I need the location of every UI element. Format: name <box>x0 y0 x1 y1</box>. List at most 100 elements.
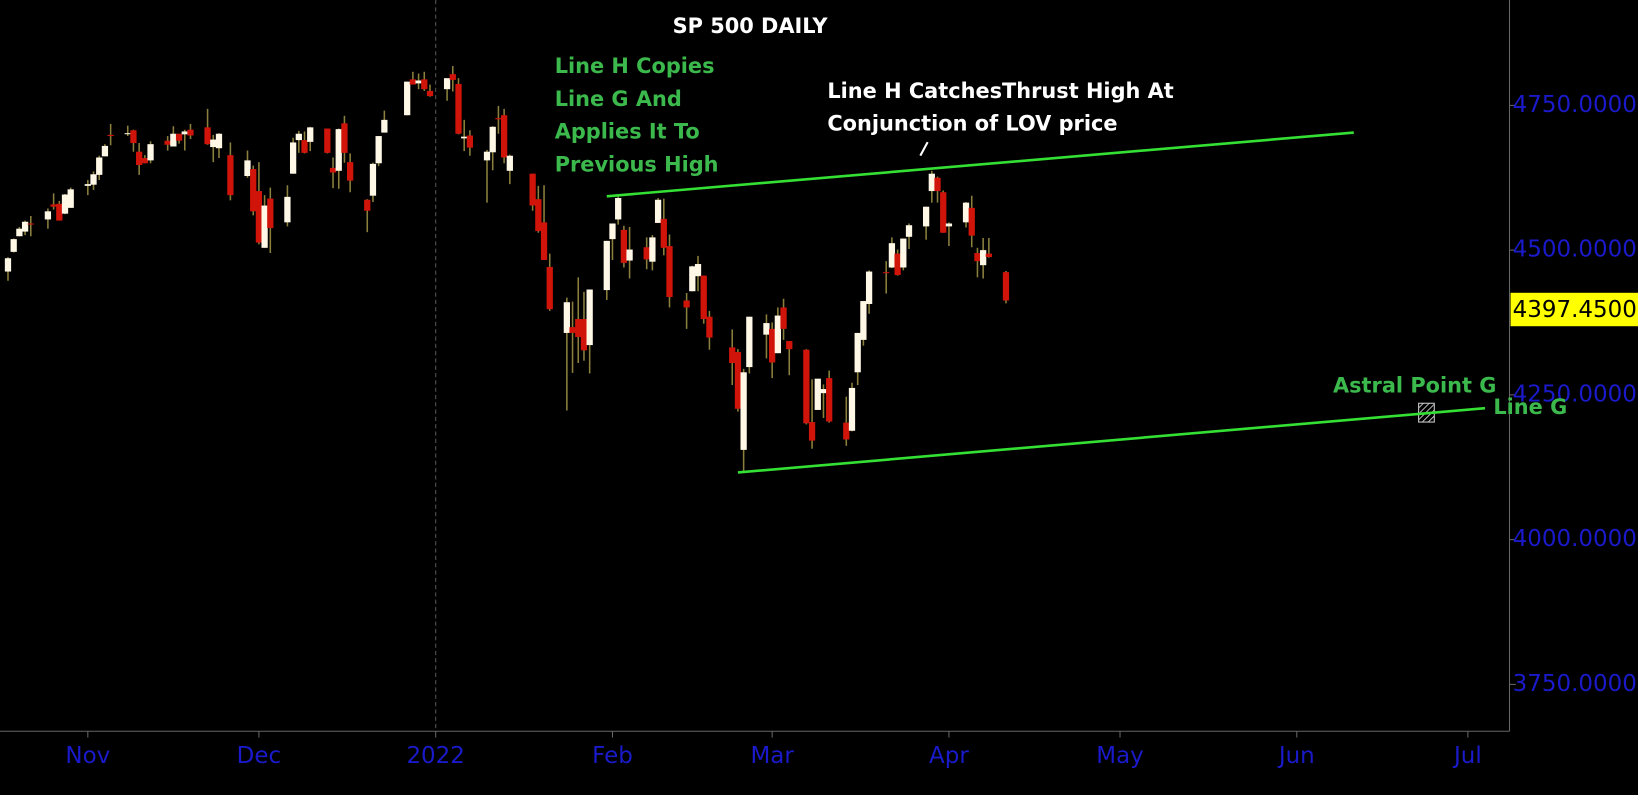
trendline <box>737 406 1486 474</box>
annotation: Line G And <box>555 87 682 111</box>
candle-body <box>1002 272 1010 301</box>
candle-body <box>329 167 337 173</box>
candle-body <box>307 127 314 142</box>
candle-body <box>922 206 930 227</box>
candle-body <box>21 221 29 232</box>
candle-body <box>175 133 183 141</box>
candle-body <box>101 145 109 157</box>
candle-body <box>786 341 793 350</box>
candle-body <box>181 131 188 135</box>
candle-body <box>620 229 628 263</box>
x-tick-label: Dec <box>237 743 281 769</box>
candle-body <box>227 155 234 196</box>
candle-body <box>980 250 987 266</box>
candle-body <box>130 130 137 144</box>
annotation: Conjunction of LOV price <box>827 111 1117 135</box>
candle-body <box>483 151 491 161</box>
candle-body <box>187 129 194 136</box>
candle-body <box>170 133 177 147</box>
candle-body <box>569 327 576 333</box>
candle-body <box>706 316 713 338</box>
annotation: Line H CatchesThrust High At <box>827 79 1173 103</box>
candle-body <box>746 316 753 368</box>
candle-body <box>381 119 388 133</box>
candle-body <box>255 191 263 243</box>
candle-body <box>455 83 462 134</box>
candle-body <box>210 139 217 148</box>
candle-body <box>968 207 975 236</box>
candle-body <box>763 323 770 335</box>
annotation: Applies It To <box>555 120 700 144</box>
candle-body <box>500 115 508 158</box>
candle-body <box>734 352 742 409</box>
candle-body <box>540 222 548 260</box>
candle-body <box>404 81 411 116</box>
candle-body <box>301 140 308 153</box>
last-price-label: 4397.4500 <box>1513 297 1637 323</box>
candle-body <box>848 387 856 431</box>
candle-body <box>107 134 114 137</box>
candle-body <box>295 133 302 141</box>
candle-body <box>803 349 810 424</box>
candle-body <box>683 300 690 308</box>
candle-body <box>609 223 616 240</box>
candle-body <box>289 142 297 174</box>
x-tick-label: Jul <box>1452 743 1482 769</box>
candle-body <box>204 127 211 145</box>
candle-body <box>27 223 34 225</box>
candle-body <box>660 218 667 248</box>
candle-body <box>940 192 947 233</box>
annotation: Astral Point G <box>1333 374 1496 398</box>
candle-body <box>666 246 673 298</box>
chart-title: SP 500 DAILY <box>673 14 829 38</box>
candle-body <box>250 169 257 212</box>
candle-body <box>141 158 148 164</box>
annotation: Previous High <box>555 153 719 177</box>
candle-body <box>426 90 434 97</box>
candle-body <box>415 80 422 84</box>
candle-body <box>50 204 57 207</box>
candle-body <box>61 194 69 214</box>
y-tick-label: 3750.0000 <box>1513 671 1637 697</box>
candle-body <box>489 126 496 153</box>
candle-body <box>284 196 291 223</box>
candle-body <box>261 205 268 248</box>
candle-body <box>985 253 992 258</box>
candle-body <box>90 174 97 185</box>
candle-body <box>375 136 382 164</box>
candle-body <box>147 144 154 161</box>
candle-body <box>563 302 570 333</box>
candle-body <box>900 238 907 268</box>
candle-body <box>16 228 23 237</box>
candle-body <box>347 162 354 181</box>
candle-body <box>215 133 223 149</box>
candle-body <box>10 239 17 252</box>
candle-body <box>461 136 468 139</box>
last-price-box <box>1510 292 1638 327</box>
x-tick-label: May <box>1096 743 1143 769</box>
candle-body <box>335 129 342 171</box>
candle-body <box>529 173 536 206</box>
candle-body <box>865 271 873 304</box>
trendline <box>606 131 1354 198</box>
x-tick-label: Mar <box>750 743 794 769</box>
annotation-pointer <box>919 141 929 157</box>
candle-body <box>4 258 12 272</box>
candle-body <box>421 79 428 90</box>
candle-body <box>546 266 553 310</box>
trendline-label: Line G <box>1493 395 1567 419</box>
y-tick-label: 4750.0000 <box>1513 92 1637 118</box>
candle-body <box>654 199 662 223</box>
candle-body <box>934 177 941 192</box>
candle-body <box>44 211 52 220</box>
x-tick-label: Nov <box>65 743 110 769</box>
candle-body <box>626 249 633 261</box>
candle-body <box>928 173 935 192</box>
candle-body <box>649 237 656 262</box>
candle-body <box>643 247 650 260</box>
candle-body <box>364 199 371 211</box>
candle-body <box>506 155 513 171</box>
candle-body <box>700 275 707 320</box>
